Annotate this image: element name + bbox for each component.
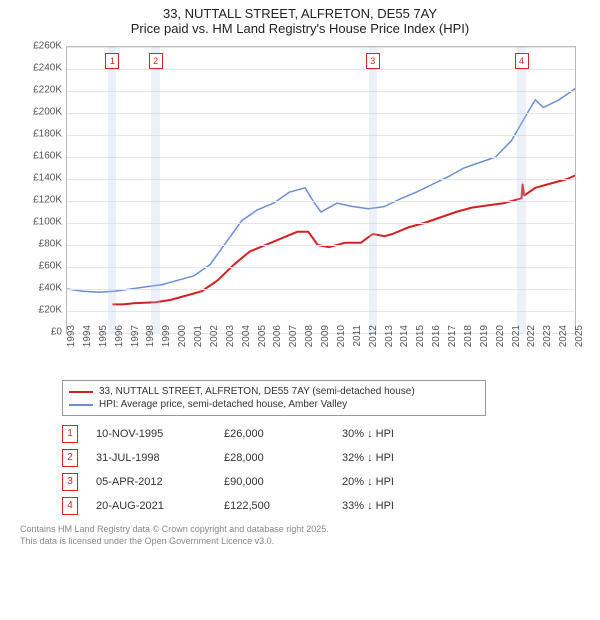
table-date: 05-APR-2012 xyxy=(96,476,206,488)
table-price: £122,500 xyxy=(224,500,324,512)
y-axis-label: £220K xyxy=(20,85,62,96)
x-axis-label: 2025 xyxy=(574,325,600,355)
sale-marker: 4 xyxy=(515,53,529,69)
y-axis-label: £240K xyxy=(20,63,62,74)
sale-marker: 1 xyxy=(105,53,119,69)
footer-line1: Contains HM Land Registry data © Crown c… xyxy=(20,524,580,536)
legend-swatch-property xyxy=(69,391,93,393)
table-date: 20-AUG-2021 xyxy=(96,500,206,512)
table-diff: 33% ↓ HPI xyxy=(342,500,442,512)
footer-line2: This data is licensed under the Open Gov… xyxy=(20,536,580,548)
y-axis-label: £0 xyxy=(20,327,62,338)
sale-band xyxy=(108,47,116,333)
sales-table: 1 10-NOV-1995 £26,000 30% ↓ HPI 2 31-JUL-1998… xyxy=(62,422,580,518)
table-row: 1 10-NOV-1995 £26,000 30% ↓ HPI xyxy=(62,422,580,446)
y-axis-label: £140K xyxy=(20,173,62,184)
table-row: 3 05-APR-2012 £90,000 20% ↓ HPI xyxy=(62,470,580,494)
table-diff: 30% ↓ HPI xyxy=(342,428,442,440)
table-row: 4 20-AUG-2021 £122,500 33% ↓ HPI xyxy=(62,494,580,518)
table-price: £28,000 xyxy=(224,452,324,464)
footer: Contains HM Land Registry data © Crown c… xyxy=(20,524,580,547)
plot-area: 1 2 3 4 xyxy=(66,46,576,334)
table-date: 10-NOV-1995 xyxy=(96,428,206,440)
title-subtitle: Price paid vs. HM Land Registry's House … xyxy=(4,21,596,36)
table-price: £26,000 xyxy=(224,428,324,440)
chart-svg xyxy=(67,47,575,333)
y-axis-label: £160K xyxy=(20,151,62,162)
series-line xyxy=(112,174,575,305)
table-price: £90,000 xyxy=(224,476,324,488)
y-axis-label: £180K xyxy=(20,129,62,140)
y-axis-label: £80K xyxy=(20,239,62,250)
series-line xyxy=(67,86,575,293)
y-axis-label: £120K xyxy=(20,195,62,206)
legend: 33, NUTTALL STREET, ALFRETON, DE55 7AY (… xyxy=(62,380,486,416)
chart-container: 33, NUTTALL STREET, ALFRETON, DE55 7AY P… xyxy=(0,0,600,547)
legend-swatch-hpi xyxy=(69,404,93,406)
legend-label-property: 33, NUTTALL STREET, ALFRETON, DE55 7AY (… xyxy=(99,386,415,397)
legend-row-property: 33, NUTTALL STREET, ALFRETON, DE55 7AY (… xyxy=(69,385,479,398)
title-address: 33, NUTTALL STREET, ALFRETON, DE55 7AY xyxy=(4,6,596,21)
sale-marker: 3 xyxy=(366,53,380,69)
y-axis-label: £60K xyxy=(20,261,62,272)
sale-band xyxy=(151,47,160,333)
table-marker: 3 xyxy=(62,473,78,491)
table-marker: 2 xyxy=(62,449,78,467)
legend-row-hpi: HPI: Average price, semi-detached house,… xyxy=(69,398,479,411)
y-axis-label: £20K xyxy=(20,305,62,316)
table-diff: 20% ↓ HPI xyxy=(342,476,442,488)
table-row: 2 31-JUL-1998 £28,000 32% ↓ HPI xyxy=(62,446,580,470)
sale-band xyxy=(369,47,377,333)
sale-marker: 2 xyxy=(149,53,163,69)
y-axis-label: £100K xyxy=(20,217,62,228)
table-date: 31-JUL-1998 xyxy=(96,452,206,464)
y-axis-label: £40K xyxy=(20,283,62,294)
legend-label-hpi: HPI: Average price, semi-detached house,… xyxy=(99,399,347,410)
y-axis-label: £200K xyxy=(20,107,62,118)
y-axis-label: £260K xyxy=(20,41,62,52)
table-diff: 32% ↓ HPI xyxy=(342,452,442,464)
title-block: 33, NUTTALL STREET, ALFRETON, DE55 7AY P… xyxy=(0,0,600,38)
table-marker: 1 xyxy=(62,425,78,443)
table-marker: 4 xyxy=(62,497,78,515)
chart-area: 1 2 3 4 £0 £20K £40K £60K £80K £100K £120K £140K £1… xyxy=(20,42,580,372)
sale-band xyxy=(517,47,526,333)
